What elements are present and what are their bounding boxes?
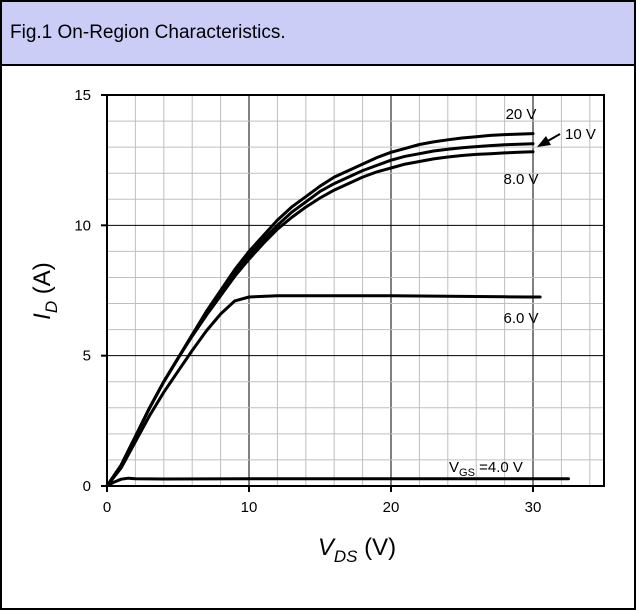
annotation-0: 20 V [506, 106, 537, 123]
annotation-1: 10 V [565, 126, 596, 143]
series-line-1 [105, 142, 535, 488]
x-tick-label: 30 [525, 499, 542, 516]
x-tick-label: 0 [103, 499, 111, 516]
annotation-4: VGS =4.0 V [449, 459, 523, 479]
y-axis-label-unit: (A) [29, 262, 56, 301]
series-line-0 [105, 132, 535, 488]
x-axis-label-main: V [318, 534, 336, 561]
y-tick-label: 10 [74, 217, 91, 234]
ticks [101, 94, 534, 492]
x-tick-label: 10 [241, 499, 258, 516]
x-axis-label-sub: DS [334, 547, 358, 566]
series-layer [105, 132, 570, 488]
on-region-chart: 0 10 20 30 0 5 10 15 20 V 10 V 8.0 V 6.0 V VGS =4.0… [29, 87, 605, 566]
y-tick-label: 5 [83, 348, 91, 365]
y-axis-label: ID (A) [29, 262, 61, 320]
figure-header: Fig.1 On-Region Characteristics. [2, 2, 634, 66]
annotations: 20 V 10 V 8.0 V 6.0 V VGS =4.0 V [449, 106, 596, 479]
annotation-arrow-head [537, 136, 551, 147]
annotation-2: 8.0 V [503, 171, 538, 188]
grid [107, 95, 604, 486]
x-axis-label-unit: (V) [357, 534, 396, 561]
tick-labels: 0 10 20 30 0 5 10 15 [74, 87, 541, 516]
y-tick-label: 0 [83, 478, 91, 495]
plot-border [106, 94, 605, 487]
y-axis-label-main: I [29, 313, 56, 320]
annotation-3: 6.0 V [503, 310, 538, 327]
figure-title: Fig.1 On-Region Characteristics. [10, 22, 286, 43]
series-line-3 [105, 294, 542, 488]
x-tick-label: 20 [383, 499, 400, 516]
x-axis-label: VDS (V) [318, 534, 396, 566]
y-tick-label: 15 [74, 87, 91, 104]
series-line-2 [105, 150, 535, 488]
series-line-4 [105, 476, 570, 488]
y-axis-label-sub: D [42, 301, 61, 313]
